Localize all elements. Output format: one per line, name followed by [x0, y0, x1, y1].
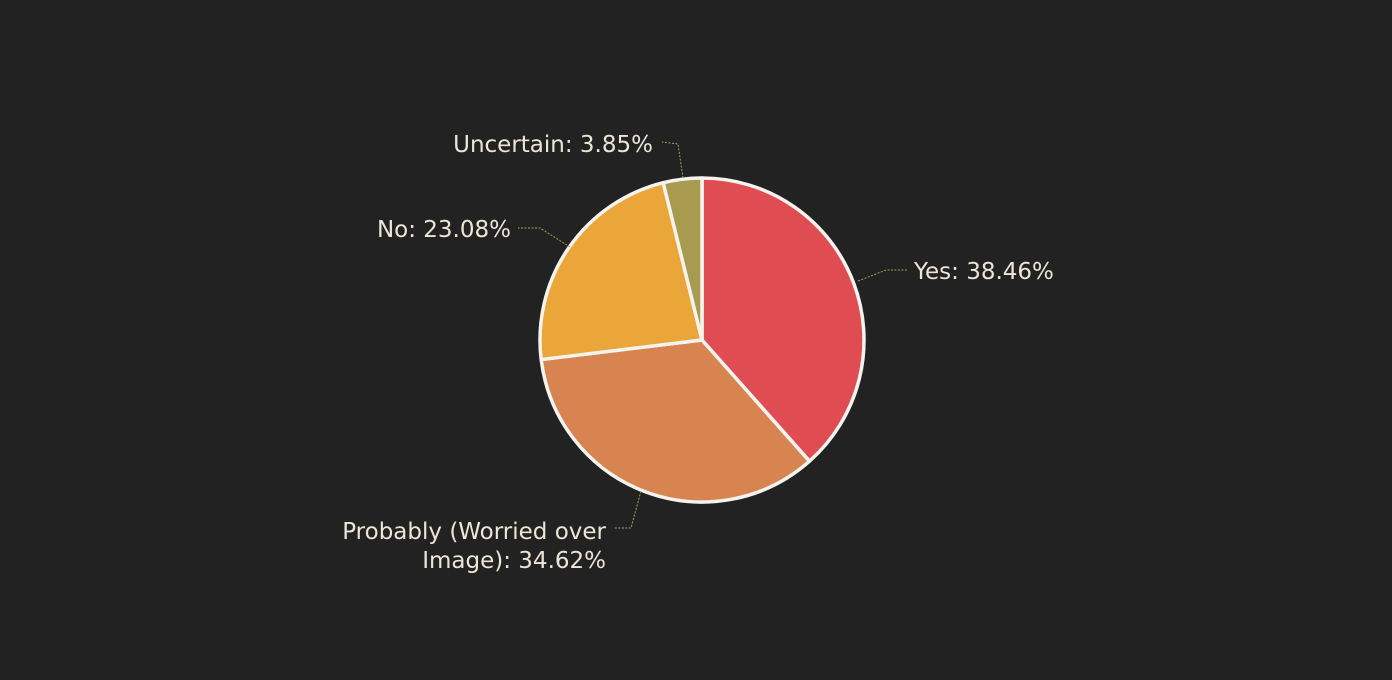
- labels-layer: Yes: 38.46% Probably (Worried over Image):…: [342, 132, 1054, 574]
- slice-label-line: Image): 34.62%: [422, 548, 606, 574]
- pie-slice-yes: [700, 176, 866, 463]
- leader-line-2: [614, 490, 642, 529]
- slice-label-line: Yes: 38.46%: [913, 259, 1054, 285]
- leader-lines-layer: [518, 141, 908, 529]
- slice-label-line: Uncertain: 3.85%: [453, 132, 653, 158]
- slice-label-1: Yes: 38.46%: [913, 259, 1054, 285]
- slice-label-2: Probably (Worried over Image): 34.62%: [342, 519, 606, 574]
- pie-slice-probably-worried-over-image: [539, 338, 812, 504]
- slice-label-line: Probably (Worried over: [342, 519, 606, 545]
- leader-line-4: [661, 141, 684, 179]
- pie-slice-uncertain: [661, 176, 704, 342]
- leader-line-3: [518, 227, 571, 248]
- slice-label-3: No: 23.08%: [377, 217, 511, 243]
- leader-line-1: [857, 269, 908, 282]
- slice-label-4: Uncertain: 3.85%: [453, 132, 653, 158]
- slices-layer: [538, 176, 866, 504]
- slice-label-line: No: 23.08%: [377, 217, 511, 243]
- pie-slice-no: [538, 180, 704, 362]
